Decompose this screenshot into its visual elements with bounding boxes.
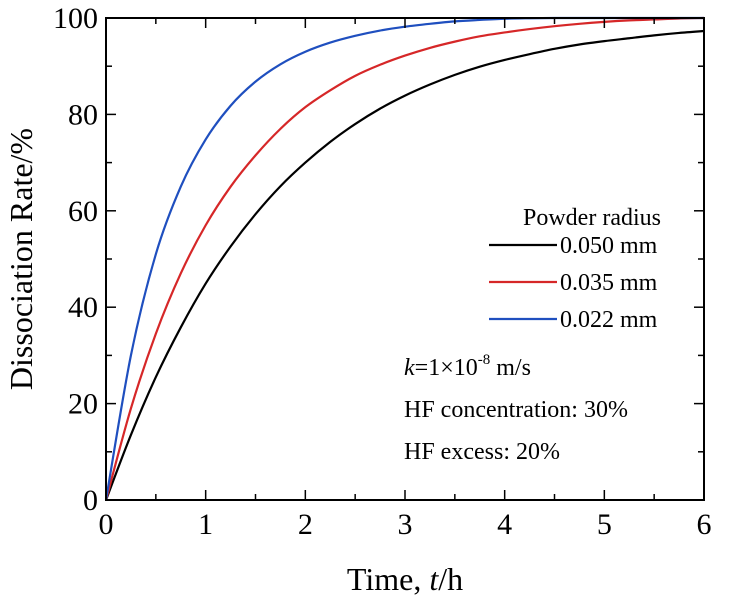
legend-title: Powder radius — [523, 205, 661, 231]
x-axis-label-italic: t — [429, 561, 439, 597]
x-axis-label: Time, t/h — [347, 561, 463, 597]
annotation-k-exponent: -8 — [478, 352, 491, 368]
annotation-rate-constant: k=1×10-8 m/s — [404, 352, 531, 381]
y-tick-label: 40 — [68, 291, 98, 324]
y-axis-label: Dissociation Rate/% — [3, 128, 39, 390]
x-tick-label: 6 — [697, 508, 712, 541]
annotation-excess: HF excess: 20% — [404, 439, 560, 465]
y-tick-label: 80 — [68, 98, 98, 131]
x-axis-label-post: /h — [438, 561, 463, 597]
annotation-k-value: =1×10 — [415, 355, 478, 381]
axis-ticks — [105, 17, 705, 501]
series-line-1 — [104, 29, 705, 501]
annotations: k=1×10-8 m/s HF concentration: 30% HF ex… — [404, 352, 628, 465]
legend: Powder radius 0.050 mm 0.035 mm 0.022 mm — [489, 205, 661, 333]
x-tick-label: 0 — [99, 508, 114, 541]
x-tick-label: 1 — [198, 508, 213, 541]
y-tick-label: 100 — [53, 2, 98, 35]
series-line-2 — [104, 16, 705, 501]
legend-label: 0.035 mm — [560, 270, 658, 296]
y-tick-label: 20 — [68, 388, 98, 421]
x-tick-label: 3 — [398, 508, 413, 541]
annotation-k-unit: m/s — [490, 355, 531, 381]
legend-label: 0.050 mm — [560, 233, 658, 259]
x-axis-label-pre: Time, — [347, 561, 429, 597]
y-tick-label: 60 — [68, 195, 98, 228]
x-tick-label: 4 — [497, 508, 512, 541]
x-tick-label: 5 — [597, 508, 612, 541]
legend-label: 0.022 mm — [560, 307, 658, 333]
annotation-k-symbol: k — [404, 355, 415, 381]
annotation-concentration: HF concentration: 30% — [404, 397, 628, 423]
y-tick-label: 0 — [83, 484, 98, 517]
x-tick-label: 2 — [298, 508, 313, 541]
plot-frame — [105, 17, 705, 501]
